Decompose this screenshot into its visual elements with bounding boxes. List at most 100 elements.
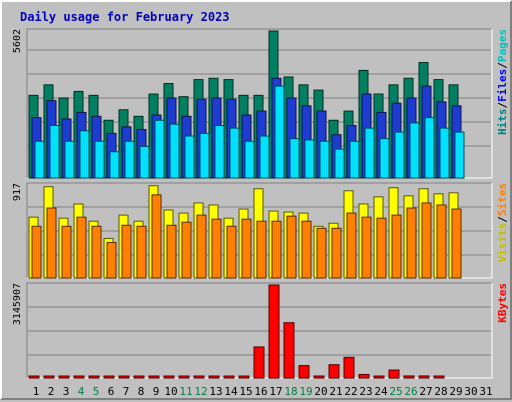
legend-hits: Hits bbox=[496, 109, 509, 136]
kbytes-bar-kbytes bbox=[373, 375, 385, 379]
hits-bar-pages bbox=[364, 127, 375, 179]
x-tick-label: 20 bbox=[314, 385, 327, 398]
x-tick-label: 21 bbox=[329, 385, 342, 398]
kbytes-border-shadow bbox=[26, 282, 492, 378]
kbytes-bar-kbytes bbox=[148, 375, 160, 379]
visits-ymax-label: 917 bbox=[12, 183, 23, 201]
x-tick-label: 12 bbox=[194, 385, 207, 398]
x-tick-label: 25 bbox=[389, 385, 402, 398]
legend-separator: / bbox=[496, 216, 509, 223]
visits-border-shadow bbox=[26, 182, 492, 278]
kbytes-bar-kbytes bbox=[433, 375, 445, 379]
kbytes-ymax-label: 3145907 bbox=[12, 283, 23, 325]
legend-kbytes: KBytes bbox=[496, 283, 509, 323]
visits-bar-sites bbox=[451, 208, 462, 279]
kbytes-bar-kbytes bbox=[133, 375, 145, 379]
kbytes-bar-kbytes bbox=[58, 375, 70, 379]
kbytes-bar-kbytes bbox=[28, 375, 40, 379]
hits-bar-pages bbox=[334, 148, 345, 179]
x-tick-label: 31 bbox=[479, 385, 492, 398]
kbytes-bar-kbytes bbox=[238, 375, 250, 379]
visits-legend: Visits/Sites bbox=[496, 183, 509, 263]
kbytes-bar-kbytes bbox=[343, 356, 355, 379]
x-tick-label: 13 bbox=[209, 385, 222, 398]
hits-bar-pages bbox=[409, 122, 420, 179]
visits-bar-sites bbox=[346, 212, 357, 279]
visits-bar-sites bbox=[121, 224, 132, 279]
x-tick-label: 5 bbox=[93, 385, 100, 398]
hits-bar-pages bbox=[49, 125, 60, 179]
visits-bar-sites bbox=[91, 225, 102, 279]
visits-bar-sites bbox=[106, 242, 117, 279]
hits-bar-pages bbox=[79, 130, 90, 179]
hits-bar-pages bbox=[379, 138, 390, 179]
chart-title: Daily usage for February 2023 bbox=[20, 10, 230, 24]
x-tick-label: 19 bbox=[299, 385, 312, 398]
kbytes-bar-kbytes bbox=[328, 364, 340, 379]
x-tick-label: 9 bbox=[153, 385, 160, 398]
visits-bar-sites bbox=[421, 202, 432, 279]
hits-bar-pages bbox=[289, 138, 300, 179]
kbytes-bar-kbytes bbox=[358, 373, 370, 379]
x-tick-label: 22 bbox=[344, 385, 357, 398]
hits-bar-pages bbox=[154, 119, 165, 179]
hits-bar-pages bbox=[304, 139, 315, 179]
hits-bar-pages bbox=[94, 140, 105, 179]
x-tick-label: 11 bbox=[179, 385, 192, 398]
visits-bar-sites bbox=[271, 220, 282, 279]
hits-bar-pages bbox=[139, 146, 150, 179]
hits-bar-pages bbox=[124, 140, 135, 179]
hits-bar-pages bbox=[214, 125, 225, 179]
x-tick-label: 23 bbox=[359, 385, 372, 398]
panel-visits: 917 Visits/Sites bbox=[12, 182, 509, 279]
visits-bar-sites bbox=[301, 220, 312, 279]
hits-bar-pages bbox=[64, 140, 75, 179]
x-tick-label: 3 bbox=[63, 385, 70, 398]
kbytes-legend: KBytes bbox=[496, 283, 509, 323]
legend-sites: Sites bbox=[496, 183, 509, 216]
visits-bar-sites bbox=[196, 214, 207, 279]
kbytes-bar-kbytes bbox=[43, 375, 55, 379]
hits-bar-pages bbox=[349, 140, 360, 179]
hits-border-shadow bbox=[26, 28, 492, 178]
hits-bar-pages bbox=[34, 140, 45, 179]
kbytes-bar-kbytes bbox=[103, 375, 115, 379]
x-tick-label: 1 bbox=[33, 385, 40, 398]
x-tick-label: 27 bbox=[419, 385, 432, 398]
hits-bar-pages bbox=[319, 140, 330, 179]
x-tick-label: 10 bbox=[164, 385, 177, 398]
visits-bar-sites bbox=[241, 218, 252, 279]
visits-bar-sites bbox=[31, 225, 42, 279]
x-tick-label: 7 bbox=[123, 385, 130, 398]
kbytes-bar-kbytes bbox=[118, 375, 130, 379]
x-tick-label: 26 bbox=[404, 385, 417, 398]
x-tick-label: 6 bbox=[108, 385, 115, 398]
visits-bar-sites bbox=[136, 225, 147, 279]
visits-bar-sites bbox=[286, 215, 297, 279]
kbytes-bar-kbytes bbox=[178, 375, 190, 379]
hits-bar-pages bbox=[244, 140, 255, 179]
hits-bar-pages bbox=[454, 131, 465, 179]
visits-bar-sites bbox=[406, 207, 417, 279]
x-tick-label: 15 bbox=[239, 385, 252, 398]
legend-visits: Visits bbox=[496, 223, 509, 263]
x-tick-label: 8 bbox=[138, 385, 145, 398]
visits-bar-sites bbox=[316, 227, 327, 279]
x-tick-label: 29 bbox=[449, 385, 462, 398]
visits-bar-sites bbox=[46, 207, 57, 279]
kbytes-bar-kbytes bbox=[403, 375, 415, 379]
kbytes-bar-kbytes bbox=[163, 375, 175, 379]
panel-kbytes: 3145907 KBytes bbox=[12, 282, 509, 379]
hits-bar-pages bbox=[184, 135, 195, 179]
visits-bar-sites bbox=[226, 225, 237, 279]
kbytes-bar-kbytes bbox=[283, 322, 295, 379]
legend-files: Files bbox=[496, 69, 509, 102]
visits-bar-sites bbox=[166, 224, 177, 279]
kbytes-bar-kbytes bbox=[418, 375, 430, 379]
legend-pages: Pages bbox=[496, 29, 509, 62]
legend-separator: / bbox=[496, 102, 509, 109]
kbytes-bar-kbytes bbox=[268, 284, 280, 379]
